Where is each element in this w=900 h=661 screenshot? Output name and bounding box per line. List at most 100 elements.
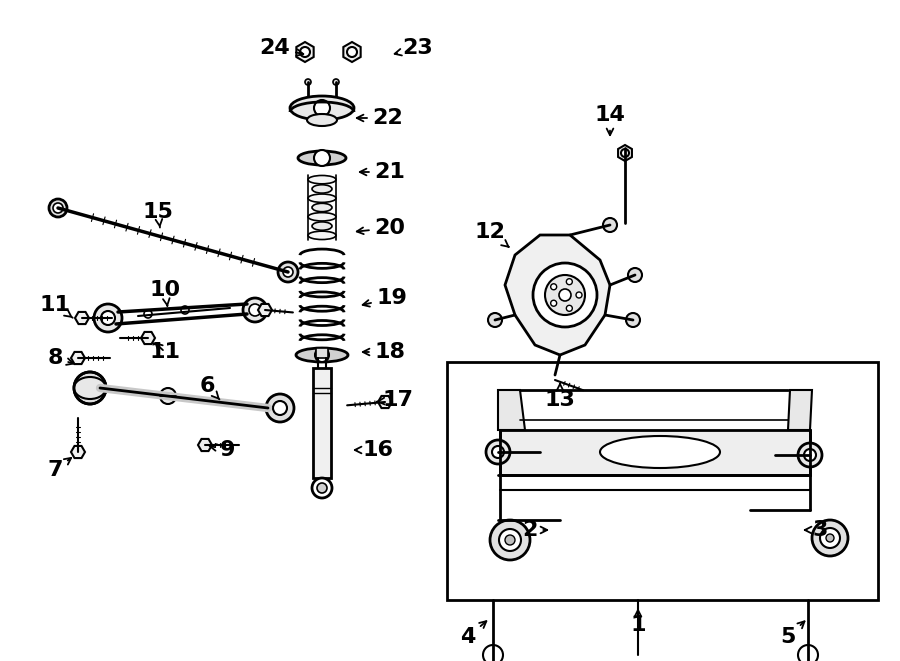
Circle shape (101, 311, 115, 325)
Ellipse shape (312, 204, 332, 212)
Circle shape (826, 534, 834, 542)
Circle shape (505, 535, 515, 545)
Circle shape (312, 478, 332, 498)
Circle shape (94, 304, 122, 332)
Circle shape (74, 372, 106, 404)
Circle shape (483, 645, 503, 661)
Circle shape (820, 528, 840, 548)
Circle shape (181, 306, 189, 314)
Bar (313, 368, 331, 478)
Circle shape (266, 394, 294, 422)
Text: 14: 14 (595, 105, 625, 136)
Circle shape (551, 284, 557, 290)
Bar (500, 430, 810, 475)
Text: 24: 24 (259, 38, 303, 58)
Ellipse shape (312, 222, 332, 230)
Circle shape (333, 79, 339, 85)
Circle shape (243, 298, 267, 322)
Circle shape (603, 218, 617, 232)
Polygon shape (198, 439, 212, 451)
Circle shape (626, 313, 640, 327)
Circle shape (314, 100, 330, 116)
Text: 8: 8 (47, 348, 74, 368)
Circle shape (798, 645, 818, 661)
Bar (316, 348, 328, 358)
Circle shape (798, 443, 822, 467)
Text: 17: 17 (377, 390, 413, 410)
Circle shape (550, 370, 560, 380)
Circle shape (315, 348, 329, 362)
Polygon shape (71, 446, 85, 458)
Polygon shape (141, 332, 155, 344)
Circle shape (621, 149, 629, 157)
Circle shape (249, 304, 261, 316)
Circle shape (533, 263, 597, 327)
Polygon shape (75, 312, 89, 324)
Ellipse shape (312, 185, 332, 193)
Polygon shape (343, 42, 361, 62)
Text: 1: 1 (630, 609, 646, 635)
Polygon shape (71, 352, 85, 364)
Text: 7: 7 (47, 458, 71, 480)
Circle shape (566, 279, 572, 285)
Polygon shape (296, 42, 314, 62)
Text: 21: 21 (360, 162, 405, 182)
Polygon shape (788, 390, 812, 430)
Text: 10: 10 (149, 280, 181, 306)
Circle shape (305, 79, 311, 85)
Text: 13: 13 (544, 383, 575, 410)
Polygon shape (505, 235, 610, 355)
Circle shape (278, 262, 298, 282)
Ellipse shape (290, 96, 354, 120)
Circle shape (53, 203, 63, 213)
Polygon shape (258, 304, 272, 316)
Text: 11: 11 (40, 295, 73, 318)
Ellipse shape (600, 436, 720, 468)
Circle shape (576, 292, 582, 298)
Circle shape (812, 520, 848, 556)
Polygon shape (498, 390, 525, 430)
Circle shape (486, 440, 510, 464)
Ellipse shape (296, 348, 348, 362)
Polygon shape (618, 145, 632, 161)
Text: 22: 22 (356, 108, 403, 128)
Ellipse shape (308, 194, 336, 202)
Circle shape (144, 310, 152, 318)
Text: 9: 9 (210, 440, 236, 460)
Text: 5: 5 (780, 621, 805, 647)
Circle shape (283, 267, 293, 277)
Text: 3: 3 (805, 520, 828, 540)
Ellipse shape (298, 151, 346, 165)
Polygon shape (378, 396, 392, 408)
Text: 23: 23 (395, 38, 434, 58)
Ellipse shape (74, 377, 106, 399)
Circle shape (804, 449, 816, 461)
Circle shape (566, 305, 572, 311)
Circle shape (559, 289, 571, 301)
Polygon shape (548, 374, 562, 386)
Circle shape (300, 47, 310, 57)
Circle shape (628, 268, 642, 282)
Circle shape (488, 313, 502, 327)
Circle shape (490, 520, 530, 560)
Circle shape (546, 366, 564, 384)
Text: 11: 11 (149, 342, 181, 362)
Circle shape (499, 529, 521, 551)
Ellipse shape (307, 114, 337, 126)
Circle shape (49, 199, 67, 217)
Text: 6: 6 (199, 376, 220, 399)
Text: 15: 15 (142, 202, 174, 227)
Text: 2: 2 (522, 520, 547, 540)
Ellipse shape (308, 231, 336, 239)
Circle shape (545, 275, 585, 315)
Circle shape (492, 446, 504, 458)
Ellipse shape (308, 213, 336, 221)
Circle shape (82, 380, 98, 396)
Text: 12: 12 (474, 222, 508, 247)
Ellipse shape (308, 175, 336, 184)
Circle shape (273, 401, 287, 415)
Text: 19: 19 (363, 288, 408, 308)
Circle shape (160, 388, 176, 404)
Text: 18: 18 (363, 342, 406, 362)
Circle shape (551, 300, 557, 306)
